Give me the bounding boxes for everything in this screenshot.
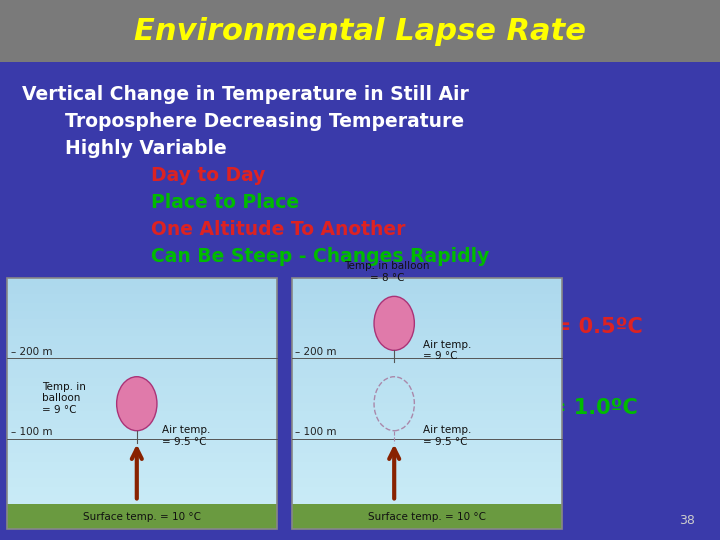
Bar (7, 302, 277, 312)
Bar (7, 462, 277, 470)
Text: Environmental Lapse Rate: Environmental Lapse Rate (134, 17, 586, 46)
Bar (7, 503, 277, 512)
Bar (7, 353, 277, 362)
Bar (292, 411, 562, 420)
Text: Place to Place: Place to Place (151, 193, 300, 212)
Bar (292, 420, 562, 429)
Bar (292, 378, 562, 387)
Bar (292, 503, 562, 512)
Bar (7, 378, 277, 387)
Bar (7, 521, 277, 529)
Text: Temp. in
balloon
= 9 °C: Temp. in balloon = 9 °C (42, 382, 86, 415)
Bar (7, 319, 277, 328)
Bar (7, 445, 277, 454)
Bar (7, 411, 277, 420)
Bar (7, 436, 277, 446)
Bar (7, 470, 277, 479)
Bar (7, 278, 277, 529)
Bar (7, 311, 277, 320)
Text: Surface temp. = 10 °C: Surface temp. = 10 °C (84, 511, 201, 522)
Text: – 200 m: – 200 m (11, 347, 53, 357)
Bar (292, 328, 562, 337)
Bar (7, 504, 277, 529)
Text: ELR = 0.5ºC: ELR = 0.5ºC (503, 316, 642, 337)
Bar (7, 512, 277, 521)
Text: Air temp.
= 9 °C: Air temp. = 9 °C (423, 340, 472, 361)
Text: DALR = 1.0ºC: DALR = 1.0ºC (479, 397, 637, 418)
Text: Air temp.
= 9.5 °C: Air temp. = 9.5 °C (162, 426, 210, 447)
Text: – 100 m: – 100 m (11, 427, 53, 437)
Ellipse shape (117, 377, 157, 431)
Bar (7, 395, 277, 403)
Bar (292, 353, 562, 362)
Bar (292, 504, 562, 529)
Bar (292, 462, 562, 470)
Bar (7, 403, 277, 412)
Bar (292, 512, 562, 521)
Text: – 100 m: – 100 m (295, 427, 337, 437)
Text: Surface temp. = 10 °C: Surface temp. = 10 °C (368, 511, 485, 522)
Bar (7, 294, 277, 303)
Bar (292, 403, 562, 412)
Text: 38: 38 (679, 514, 695, 526)
Bar (292, 311, 562, 320)
Bar (7, 487, 277, 496)
Bar (292, 428, 562, 437)
Bar (7, 387, 277, 395)
Bar (7, 361, 277, 370)
Bar (292, 470, 562, 479)
Bar (7, 428, 277, 437)
Bar (292, 369, 562, 379)
Bar (292, 495, 562, 504)
Bar (7, 420, 277, 429)
Bar (292, 453, 562, 462)
Bar (292, 319, 562, 328)
Bar (7, 336, 277, 345)
Bar (292, 478, 562, 488)
Bar (7, 278, 277, 286)
Bar (292, 395, 562, 403)
Bar (7, 345, 277, 353)
Text: Can Be Steep - Changes Rapidly: Can Be Steep - Changes Rapidly (151, 247, 490, 266)
Text: Temp. in balloon
= 8 °C: Temp. in balloon = 8 °C (344, 261, 430, 283)
Bar (7, 495, 277, 504)
Text: Day to Day: Day to Day (151, 166, 266, 185)
Bar (292, 286, 562, 295)
Ellipse shape (374, 296, 415, 350)
Bar (292, 521, 562, 529)
Bar (292, 294, 562, 303)
Bar (292, 345, 562, 353)
Bar (292, 445, 562, 454)
Bar (292, 302, 562, 312)
Bar (7, 478, 277, 488)
Text: Highly Variable: Highly Variable (65, 139, 227, 158)
Text: One Altitude To Another: One Altitude To Another (151, 220, 405, 239)
Bar (0, 0, 720, 62)
Bar (7, 286, 277, 295)
Bar (7, 453, 277, 462)
Bar (292, 278, 562, 286)
Bar (292, 387, 562, 395)
Text: Vertical Change in Temperature in Still Air: Vertical Change in Temperature in Still … (22, 85, 469, 104)
Text: – 200 m: – 200 m (295, 347, 337, 357)
Bar (292, 361, 562, 370)
Bar (7, 369, 277, 379)
Bar (292, 436, 562, 446)
Text: Troposphere Decreasing Temperature: Troposphere Decreasing Temperature (65, 112, 464, 131)
Bar (292, 487, 562, 496)
Bar (7, 328, 277, 337)
Bar (292, 278, 562, 529)
Bar (292, 336, 562, 345)
Text: Air temp.
= 9.5 °C: Air temp. = 9.5 °C (423, 426, 472, 447)
